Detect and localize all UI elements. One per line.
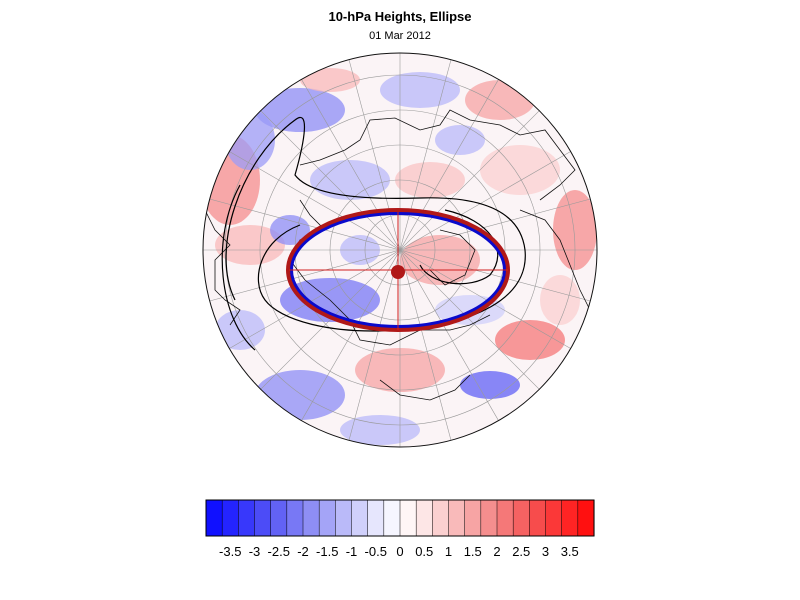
colorbar-swatch	[480, 499, 498, 537]
colorbar-swatch	[205, 499, 223, 537]
colorbar-tick-label: -0.5	[365, 544, 387, 559]
anomaly-patch	[460, 371, 520, 399]
colorbar-swatch	[286, 499, 304, 537]
colorbar-tick-label: -2	[297, 544, 309, 559]
colorbar-swatch	[367, 499, 385, 537]
colorbar-tick-label: -1	[346, 544, 358, 559]
colorbar-swatch	[577, 499, 595, 537]
anomaly-patch	[300, 68, 360, 92]
meridian-line	[206, 197, 594, 303]
anomaly-patch	[495, 320, 565, 360]
colorbar-tick-label: -3	[249, 544, 261, 559]
colorbar-swatch	[221, 499, 239, 537]
colorbar-tick-labels: -3.5 -3 -2.5 -2 -1.5 -1 -0.5 0 0.5 1 1.5 2 2.5 3 3.5	[219, 544, 579, 559]
colorbar-swatch	[415, 499, 433, 537]
anomaly-patch	[540, 275, 580, 325]
colorbar-frame	[205, 499, 595, 537]
anomaly-patch	[215, 225, 285, 265]
colorbar-tick-label: 1.5	[464, 544, 482, 559]
map-title: 10-hPa Heights, Ellipse	[328, 9, 472, 24]
colorbar-swatch	[383, 499, 401, 537]
anomaly-patch	[395, 162, 465, 198]
anomaly-patch	[255, 88, 345, 132]
anomaly-patch	[480, 145, 560, 195]
colorbar-swatch	[270, 499, 288, 537]
colorbar-swatch	[335, 499, 353, 537]
colorbar-swatch	[529, 499, 547, 537]
colorbar-swatch	[432, 499, 450, 537]
colorbar-tick-label: 0.5	[415, 544, 433, 559]
map-date-subtitle: 01 Mar 2012	[369, 30, 431, 42]
colorbar-tick-label: 0	[396, 544, 403, 559]
colorbar-swatch	[448, 499, 466, 537]
colorbar-swatch	[238, 499, 256, 537]
anomaly-patch	[400, 235, 480, 285]
colorbar-swatch	[351, 499, 369, 537]
height-anomaly-field	[203, 68, 597, 445]
colorbar-tick-label: -2.5	[268, 544, 290, 559]
colorbar-swatch	[399, 499, 417, 537]
colorbar-swatch	[561, 499, 579, 537]
colorbar-swatch	[545, 499, 563, 537]
colorbar-swatch	[464, 499, 482, 537]
ellipse-centroid-marker	[391, 265, 405, 279]
anomaly-patch	[215, 310, 265, 350]
colorbar-swatches	[205, 499, 595, 537]
colorbar-tick-label: 2.5	[512, 544, 530, 559]
anomaly-patch	[435, 125, 485, 155]
colorbar-swatch	[512, 499, 530, 537]
colorbar-swatch	[318, 499, 336, 537]
colorbar-tick-label: 3.5	[561, 544, 579, 559]
map-boundary	[202, 52, 598, 448]
geopotential-height-contours	[221, 117, 526, 351]
anomaly-patch	[310, 160, 390, 200]
polar-stereographic-map	[202, 52, 598, 448]
colorbar-tick-label: -1.5	[316, 544, 338, 559]
colorbar-swatch	[496, 499, 514, 537]
colorbar-tick-label: -3.5	[219, 544, 241, 559]
colorbar-swatch	[254, 499, 272, 537]
colorbar-swatch	[302, 499, 320, 537]
colorbar-tick-label: 1	[445, 544, 452, 559]
colorbar-tick-label: 3	[542, 544, 549, 559]
colorbar-tick-label: 2	[493, 544, 500, 559]
